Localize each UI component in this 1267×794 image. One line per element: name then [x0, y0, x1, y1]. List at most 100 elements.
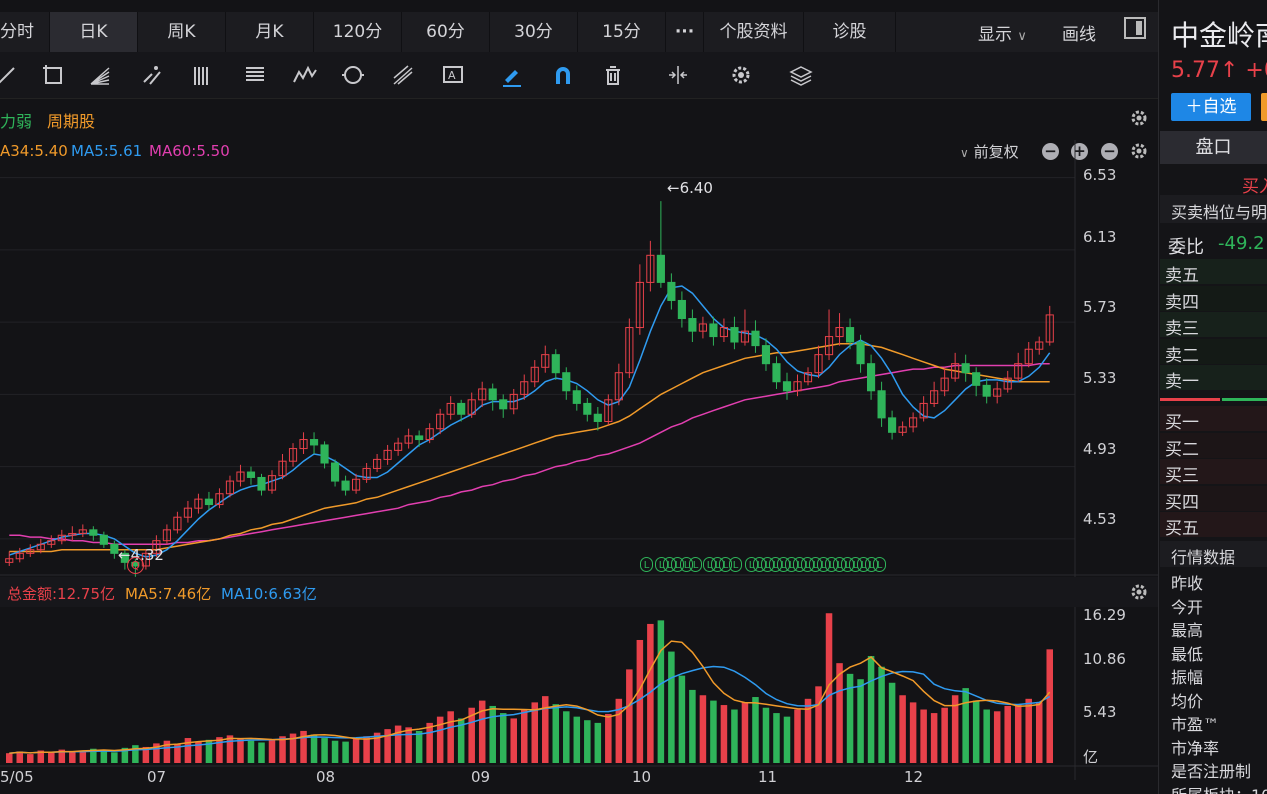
text-lines-tool-icon[interactable] — [240, 60, 270, 90]
candle-body — [225, 480, 235, 495]
candle-body — [867, 363, 876, 392]
zoom-out-icon[interactable]: − — [1042, 143, 1059, 160]
kline-chart[interactable] — [0, 140, 1158, 794]
tab-monthly-k[interactable]: 月K — [226, 12, 314, 52]
event-marker-l[interactable]: L — [711, 557, 724, 572]
event-marker-l[interactable]: L — [680, 557, 693, 572]
tab-timeshare[interactable]: 分时 — [0, 12, 50, 52]
pitchfork-tool-icon[interactable] — [388, 60, 418, 90]
candle-body — [383, 449, 392, 460]
event-marker-l[interactable]: L — [745, 557, 758, 572]
event-marker-l[interactable]: L — [719, 557, 732, 572]
candle-body — [856, 341, 865, 365]
collapse-icon[interactable]: − — [1101, 143, 1118, 160]
event-marker-l[interactable]: L — [663, 557, 676, 572]
candle-body — [320, 444, 329, 464]
bid-level-label: 买一 — [1165, 413, 1199, 433]
chevron-down-icon: ∨ — [1017, 29, 1027, 44]
tab-120min[interactable]: 120分 — [314, 12, 402, 52]
settings-icon[interactable] — [726, 60, 756, 90]
market-data-label: 是否注册制 — [1171, 762, 1252, 781]
add-watchlist-button[interactable]: ＋自选 — [1171, 93, 1251, 121]
event-marker-l[interactable]: L — [640, 557, 653, 572]
candle-body — [299, 439, 308, 450]
wave-tool-icon[interactable] — [290, 60, 320, 90]
event-marker-l[interactable]: L — [801, 557, 814, 572]
tab-daily-k[interactable]: 日K — [50, 12, 138, 52]
volume-bar — [16, 751, 24, 763]
volume-bar — [384, 729, 391, 763]
volume-bar — [573, 716, 581, 763]
legend-volume-ma5: MA5:7.46亿 — [125, 585, 212, 603]
candle-body — [89, 529, 98, 536]
event-marker-l[interactable]: L — [849, 557, 862, 572]
display-menu[interactable]: 显示 ∨ — [978, 20, 1027, 45]
cycle-tool-icon[interactable] — [338, 60, 368, 90]
tag-cyclical: 周期股 — [47, 112, 96, 131]
event-marker-q[interactable]: Q — [127, 557, 144, 574]
event-marker-l[interactable]: L — [753, 557, 766, 572]
volume-bar — [626, 669, 633, 763]
more-periods-button[interactable]: ··· — [666, 12, 704, 52]
chart-settings-icon[interactable] — [1129, 141, 1149, 165]
bid-level-label: 买四 — [1165, 492, 1199, 513]
event-marker-l[interactable]: L — [833, 557, 846, 572]
candle-body — [68, 532, 77, 536]
event-marker-l[interactable]: L — [769, 557, 782, 572]
event-marker-l[interactable]: L — [817, 557, 830, 572]
event-marker-l[interactable]: L — [857, 557, 870, 572]
volume-bar — [762, 707, 770, 763]
tab-company-profile[interactable]: 个股资料 — [704, 12, 804, 52]
buy-header: 买入 — [1242, 177, 1267, 197]
zoom-icon[interactable] — [663, 60, 693, 90]
label-tool-icon[interactable]: A — [438, 60, 468, 90]
volume-bar — [226, 735, 234, 763]
event-marker-l[interactable]: L — [793, 557, 806, 572]
tab-weekly-k[interactable]: 周K — [138, 12, 226, 52]
tab-15min[interactable]: 15分 — [578, 12, 666, 52]
event-marker-l[interactable]: L — [809, 557, 822, 572]
fibonacci-tool-icon[interactable] — [187, 60, 217, 90]
secondary-action-button[interactable] — [1261, 93, 1267, 121]
event-marker-l[interactable]: L — [825, 557, 838, 572]
volume-bar — [289, 733, 297, 763]
pen-tool-icon[interactable] — [497, 60, 527, 90]
candle-body — [604, 399, 613, 422]
event-marker-l[interactable]: L — [689, 557, 702, 572]
event-marker-l[interactable]: L — [703, 557, 716, 572]
layers-icon[interactable] — [786, 60, 816, 90]
event-marker-l[interactable]: L — [873, 557, 886, 572]
tab-30min[interactable]: 30分 — [490, 12, 578, 52]
magnet-icon[interactable] — [548, 60, 578, 90]
volume-bar — [195, 741, 202, 763]
event-marker-l[interactable]: L — [761, 557, 774, 572]
event-marker-l[interactable]: L — [655, 557, 668, 572]
candle-body — [404, 435, 413, 444]
event-marker-l[interactable]: L — [785, 557, 798, 572]
candle-body — [814, 354, 823, 374]
stock-name: 中金岭南 — [1171, 19, 1267, 52]
event-marker-l[interactable]: L — [729, 557, 742, 572]
tab-60min[interactable]: 60分 — [402, 12, 490, 52]
volume-bar — [804, 698, 812, 763]
tab-diagnosis[interactable]: 诊股 — [804, 12, 896, 52]
volume-bar — [426, 722, 433, 763]
candle-body — [635, 281, 644, 329]
volume-settings-icon[interactable] — [1129, 582, 1149, 606]
draw-line-button[interactable]: 画线 — [1062, 25, 1096, 45]
event-marker-l[interactable]: L — [777, 557, 790, 572]
settings-icon[interactable] — [1129, 108, 1149, 132]
trash-icon[interactable] — [598, 60, 628, 90]
event-marker-l[interactable]: L — [865, 557, 878, 572]
line-tool-icon[interactable] — [0, 60, 22, 90]
rect-tool-icon[interactable] — [38, 60, 68, 90]
market-data-label: 市盈™ — [1171, 715, 1220, 734]
channel-tool-icon[interactable] — [138, 60, 168, 90]
event-marker-l[interactable]: L — [671, 557, 684, 572]
fan-tool-icon[interactable] — [85, 60, 115, 90]
ask-row — [1160, 365, 1267, 390]
event-marker-l[interactable]: L — [841, 557, 854, 572]
tab-order-book[interactable]: 盘口 — [1160, 131, 1267, 164]
panel-toggle-icon[interactable] — [1124, 17, 1146, 39]
adjust-menu[interactable]: ∨ 前复权 — [960, 141, 1019, 162]
